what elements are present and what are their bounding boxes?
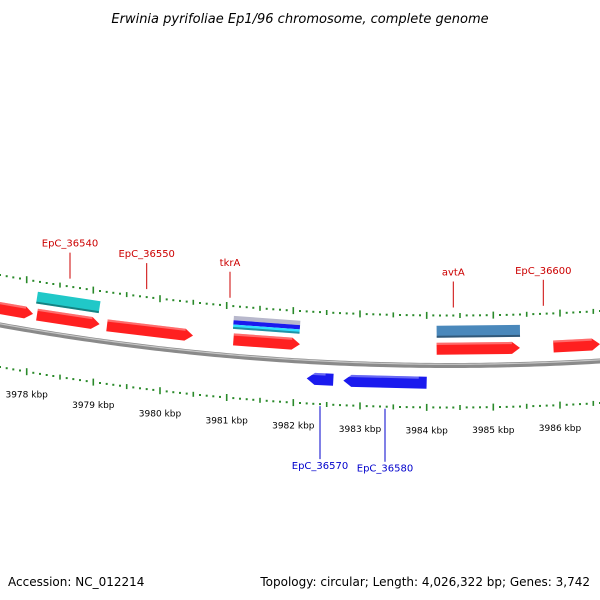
backbone-highlight <box>0 323 600 365</box>
forward-gene-arrow[interactable] <box>0 300 34 319</box>
forward-gene-arrow[interactable] <box>233 333 300 350</box>
kbp-scale-label: 3979 kbp <box>72 401 115 411</box>
kbp-scale-label: 3983 kbp <box>339 425 382 435</box>
reverse-gene-label[interactable]: EpC_36580 <box>357 464 413 475</box>
kbp-scale-label: 3980 kbp <box>139 410 182 420</box>
kbp-scale-label: 3978 kbp <box>5 391 48 401</box>
forward-gene-label[interactable]: EpC_36540 <box>42 239 98 250</box>
map-title: Erwinia pyrifoliae Ep1/96 chromosome, co… <box>111 12 488 27</box>
reverse-gene-labels: EpC_36570 EpC_36580 <box>292 406 413 475</box>
feature-block[interactable] <box>232 315 301 334</box>
kbp-scale-label: 3981 kbp <box>205 417 248 427</box>
forward-tick-track <box>0 274 600 319</box>
backbone-arc <box>0 322 600 368</box>
accession-text: Accession: NC_012214 <box>8 575 144 589</box>
forward-gene-label[interactable]: tkrA <box>220 258 241 269</box>
forward-gene-arrow[interactable] <box>553 338 600 353</box>
kbp-scale-label: 3986 kbp <box>539 424 582 434</box>
forward-gene-labels: EpC_36540 EpC_36550 tkrA avtA EpC_36600 <box>42 239 572 308</box>
kbp-scale-label: 3982 kbp <box>272 422 315 432</box>
chromosome-backbone <box>0 322 600 368</box>
reverse-tick-track <box>0 366 600 411</box>
feature-block[interactable] <box>436 324 521 338</box>
forward-gene-arrow[interactable] <box>106 319 194 341</box>
kbp-scale-label: 3985 kbp <box>472 426 515 436</box>
kbp-scale-label: 3984 kbp <box>405 426 448 436</box>
kbp-scale-labels: 3978 kbp 3979 kbp 3980 kbp 3981 kbp 3982 kbp… <box>5 391 581 437</box>
reverse-gene-arrow[interactable] <box>343 374 427 389</box>
forward-gene-arrow[interactable] <box>36 308 100 330</box>
forward-gene-label[interactable]: avtA <box>442 268 465 279</box>
feature-block[interactable] <box>36 291 101 314</box>
feature-track <box>36 291 521 338</box>
reverse-gene-label[interactable]: EpC_36570 <box>292 461 348 472</box>
forward-gene-track <box>0 300 600 355</box>
reverse-gene-arrow[interactable] <box>306 372 334 386</box>
genome-summary-text: Topology: circular; Length: 4,026,322 bp… <box>259 575 590 589</box>
reverse-gene-track <box>306 372 427 389</box>
forward-gene-arrow[interactable] <box>436 341 520 355</box>
forward-gene-label[interactable]: EpC_36600 <box>515 266 571 277</box>
forward-gene-label[interactable]: EpC_36550 <box>118 249 174 260</box>
